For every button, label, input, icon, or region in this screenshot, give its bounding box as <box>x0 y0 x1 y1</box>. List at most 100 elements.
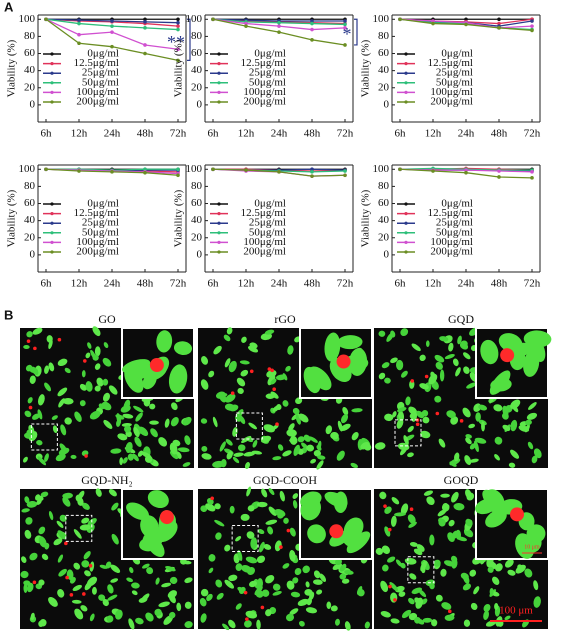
y-axis-title: Viability (%) <box>6 189 18 247</box>
cell <box>431 619 438 627</box>
cell <box>48 510 54 521</box>
cell <box>301 442 308 449</box>
y-tick-label: 60 <box>24 197 36 209</box>
cell <box>219 441 226 452</box>
cell <box>313 449 322 457</box>
cell <box>170 417 179 427</box>
cell <box>267 374 276 386</box>
cell <box>340 423 351 431</box>
cell <box>416 410 425 419</box>
cell <box>177 447 190 453</box>
y-axis-title: Viability (%) <box>360 189 372 247</box>
cell <box>30 612 35 621</box>
cell <box>339 573 347 580</box>
y-tick-label: 20 <box>24 81 36 93</box>
legend-marker <box>217 52 221 56</box>
legend-marker <box>50 202 54 206</box>
cell <box>396 418 404 429</box>
cell <box>340 413 349 424</box>
inset-dead-cell <box>336 354 351 369</box>
cell <box>277 444 284 451</box>
x-tick-label: 48h <box>137 128 154 140</box>
cell <box>339 563 347 572</box>
cell <box>119 457 124 466</box>
cell <box>214 503 221 510</box>
cell <box>214 519 225 527</box>
legend-label: 100μg/ml <box>243 86 286 98</box>
cell <box>304 589 313 596</box>
cell <box>378 330 386 337</box>
cell <box>201 445 208 452</box>
scale-bar-label: 100 μm <box>499 605 533 617</box>
data-point <box>464 17 468 22</box>
cell <box>504 559 514 568</box>
cell <box>84 570 91 577</box>
cell <box>39 619 47 627</box>
dead-cell <box>387 527 392 532</box>
cell <box>32 327 43 335</box>
legend-label: 50μg/ml <box>436 226 473 238</box>
cell <box>89 410 101 420</box>
legend-label: 200μg/ml <box>243 96 286 108</box>
y-tick-label: 40 <box>378 64 390 76</box>
legend-marker <box>50 100 54 104</box>
zoom-box <box>30 423 58 451</box>
dead-cell <box>88 564 93 568</box>
data-point <box>343 169 347 173</box>
legend-label: 12.5μg/ml <box>241 207 286 219</box>
cell <box>20 570 29 579</box>
cell <box>462 407 471 418</box>
cell <box>127 453 134 461</box>
data-point <box>310 174 314 178</box>
cell <box>94 363 101 370</box>
data-point <box>277 170 281 174</box>
cell <box>468 423 476 429</box>
cell <box>422 416 430 424</box>
cell <box>57 358 68 367</box>
cell <box>524 568 533 578</box>
cell <box>407 452 414 458</box>
dead-cell <box>230 391 235 395</box>
x-tick-label: 6h <box>208 128 220 140</box>
cell <box>237 550 243 561</box>
cell <box>378 372 386 380</box>
cell <box>102 599 109 607</box>
cell <box>389 582 399 592</box>
cell <box>407 514 416 524</box>
zoom-box <box>65 514 93 542</box>
cell <box>106 615 114 623</box>
cell <box>237 586 244 592</box>
cell <box>200 379 209 390</box>
x-tick-label: 6h <box>395 128 407 140</box>
data-point <box>244 21 248 26</box>
cell <box>258 541 265 553</box>
cell <box>282 450 292 457</box>
cell <box>57 530 67 540</box>
inset-cell <box>139 537 159 552</box>
cell <box>330 431 339 440</box>
inset-cell <box>324 332 341 362</box>
cell <box>224 393 236 403</box>
cell <box>492 576 500 585</box>
cell <box>74 608 84 620</box>
cell <box>215 391 226 399</box>
legend-label: 200μg/ml <box>430 246 473 258</box>
cell <box>400 503 409 515</box>
cell <box>85 381 93 392</box>
legend-marker <box>50 250 54 254</box>
cell <box>502 405 509 417</box>
legend-label: 25μg/ml <box>82 217 119 229</box>
cell <box>256 619 261 630</box>
y-tick-label: 60 <box>24 47 36 59</box>
legend-marker <box>50 62 54 66</box>
data-point <box>310 19 314 23</box>
cell <box>249 580 257 588</box>
cell <box>392 411 397 418</box>
legend-label: 200μg/ml <box>76 96 119 108</box>
data-point <box>343 19 347 23</box>
cell <box>308 436 318 443</box>
cell <box>487 566 494 573</box>
cell <box>252 439 258 448</box>
cell <box>425 340 430 347</box>
dead-cell <box>383 504 387 508</box>
